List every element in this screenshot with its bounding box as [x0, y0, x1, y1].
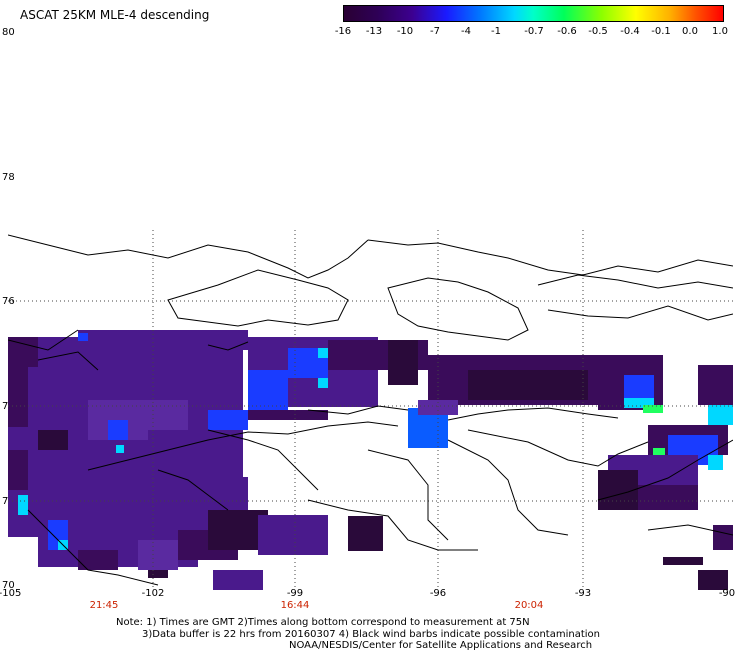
note-line-2: 3)Data buffer is 22 hrs from 20160307 4)…: [142, 629, 600, 640]
colorbar-label: -0.7: [524, 26, 544, 37]
colorbar-label: -1: [491, 26, 501, 37]
pass-time-label: 16:44: [280, 600, 310, 611]
colorbar-label: 1.0: [712, 26, 728, 37]
wind-data-field: [8, 330, 733, 590]
colorbar-label: -0.5: [588, 26, 608, 37]
colorbar-label: -13: [365, 26, 383, 37]
lon-label: -99: [286, 588, 304, 599]
colorbar: [343, 5, 724, 22]
coastlines: [8, 234, 733, 586]
colorbar-label: -0.1: [651, 26, 671, 37]
pass-time-label: 21:45: [89, 600, 119, 611]
colorbar-label: -4: [461, 26, 471, 37]
note-line-1: Note: 1) Times are GMT 2)Times along bot…: [116, 617, 530, 628]
colorbar-label: -0.6: [557, 26, 577, 37]
lat-label: 70: [2, 580, 15, 591]
colorbar-label: -10: [396, 26, 414, 37]
lon-label: -90: [718, 588, 736, 599]
colorbar-label: -16: [334, 26, 352, 37]
lon-label: -102: [141, 588, 165, 599]
lon-label: -105: [0, 588, 22, 599]
lat-label: 80: [2, 27, 15, 38]
lon-label: -96: [429, 588, 447, 599]
pass-time-label: 20:04: [514, 600, 544, 611]
colorbar-label: -0.4: [620, 26, 640, 37]
note-line-3: NOAA/NESDIS/Center for Satellite Applica…: [289, 640, 593, 651]
lat-label: 78: [2, 172, 15, 183]
colorbar-label: -7: [430, 26, 440, 37]
lon-label: -93: [574, 588, 592, 599]
scatterometer-map: [8, 230, 733, 590]
colorbar-label: 0.0: [682, 26, 698, 37]
map-title: ASCAT 25KM MLE-4 descending: [20, 8, 210, 22]
graticule: [8, 230, 733, 590]
